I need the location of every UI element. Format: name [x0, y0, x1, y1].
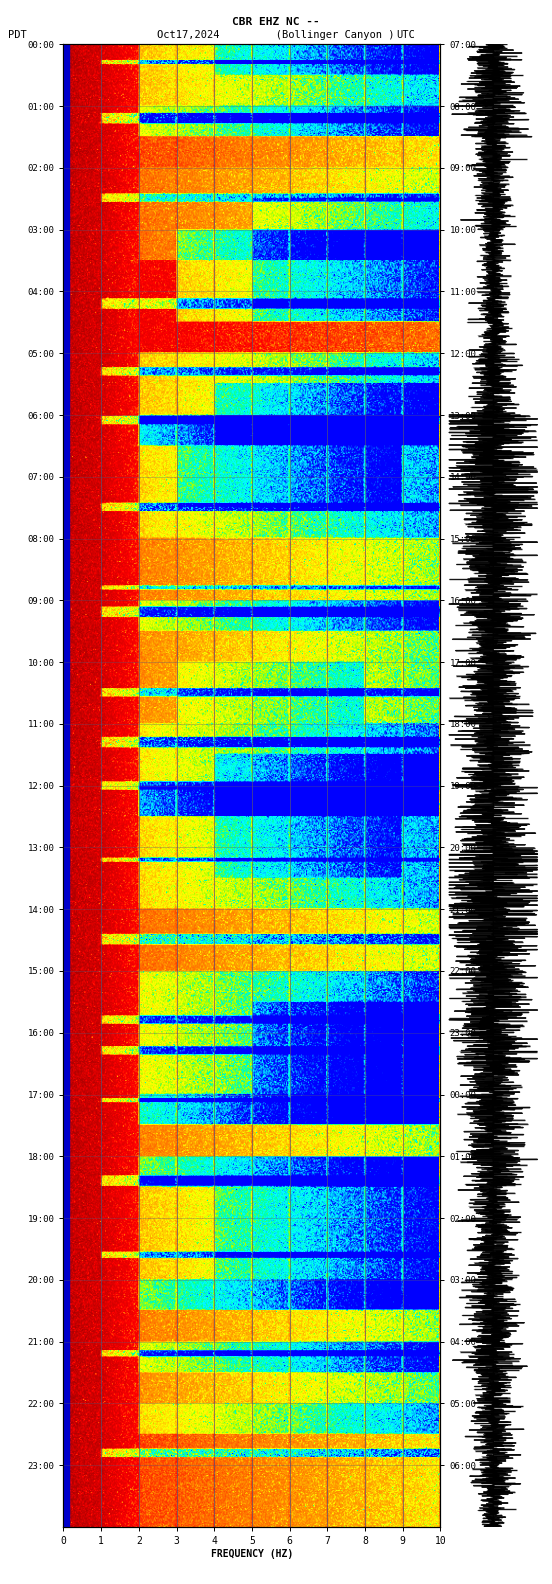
Bar	[62, 44, 69, 1527]
Text: PDT: PDT	[8, 30, 27, 40]
X-axis label: FREQUENCY (HZ): FREQUENCY (HZ)	[211, 1549, 293, 1559]
Text: CBR EHZ NC --: CBR EHZ NC --	[232, 16, 320, 27]
Text: Oct17,2024         (Bollinger Canyon ): Oct17,2024 (Bollinger Canyon )	[157, 30, 395, 40]
Text: UTC: UTC	[396, 30, 415, 40]
